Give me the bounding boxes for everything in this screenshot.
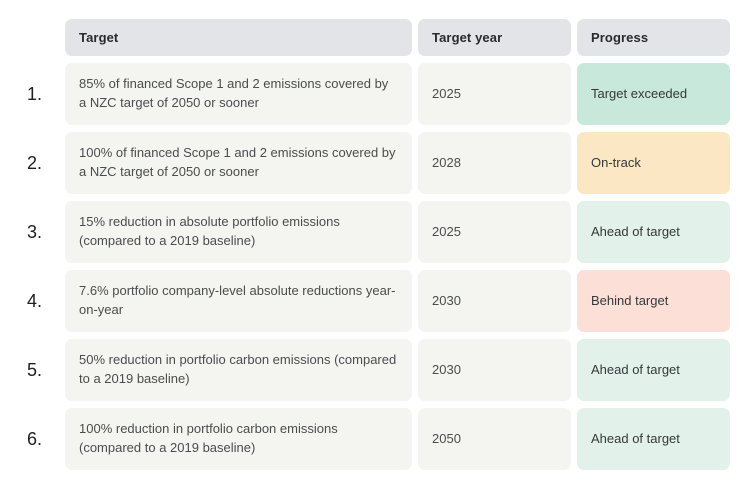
- column-header-target: Target: [65, 19, 412, 56]
- header-spacer: [10, 19, 59, 56]
- row-number: 5.: [26, 359, 42, 380]
- progress-status-badge: Behind target: [577, 270, 730, 332]
- target-cell: 100% of financed Scope 1 and 2 emissions…: [65, 132, 412, 194]
- target-cell: 50% reduction in portfolio carbon emissi…: [65, 339, 412, 401]
- row-number: 6.: [26, 428, 42, 449]
- target-year-cell: 2025: [418, 63, 571, 125]
- row-number: 4.: [26, 290, 42, 311]
- target-cell: 100% reduction in portfolio carbon emiss…: [65, 408, 412, 470]
- target-year-cell: 2028: [418, 132, 571, 194]
- progress-status-badge: Target exceeded: [577, 63, 730, 125]
- progress-status-badge: Ahead of target: [577, 408, 730, 470]
- progress-status-badge: On-track: [577, 132, 730, 194]
- row-number: 1.: [26, 83, 42, 104]
- target-cell: 7.6% portfolio company-level absolute re…: [65, 270, 412, 332]
- row-number: 3.: [26, 221, 42, 242]
- column-header-target-year: Target year: [418, 19, 571, 56]
- target-cell: 15% reduction in absolute portfolio emis…: [65, 201, 412, 263]
- target-year-cell: 2050: [418, 408, 571, 470]
- column-header-progress: Progress: [577, 19, 730, 56]
- target-year-cell: 2030: [418, 339, 571, 401]
- target-year-cell: 2025: [418, 201, 571, 263]
- target-cell: 85% of financed Scope 1 and 2 emissions …: [65, 63, 412, 125]
- target-year-cell: 2030: [418, 270, 571, 332]
- progress-status-badge: Ahead of target: [577, 339, 730, 401]
- progress-status-badge: Ahead of target: [577, 201, 730, 263]
- row-number: 2.: [26, 152, 42, 173]
- targets-table: Target Target year Progress 1. 85% of fi…: [10, 19, 730, 470]
